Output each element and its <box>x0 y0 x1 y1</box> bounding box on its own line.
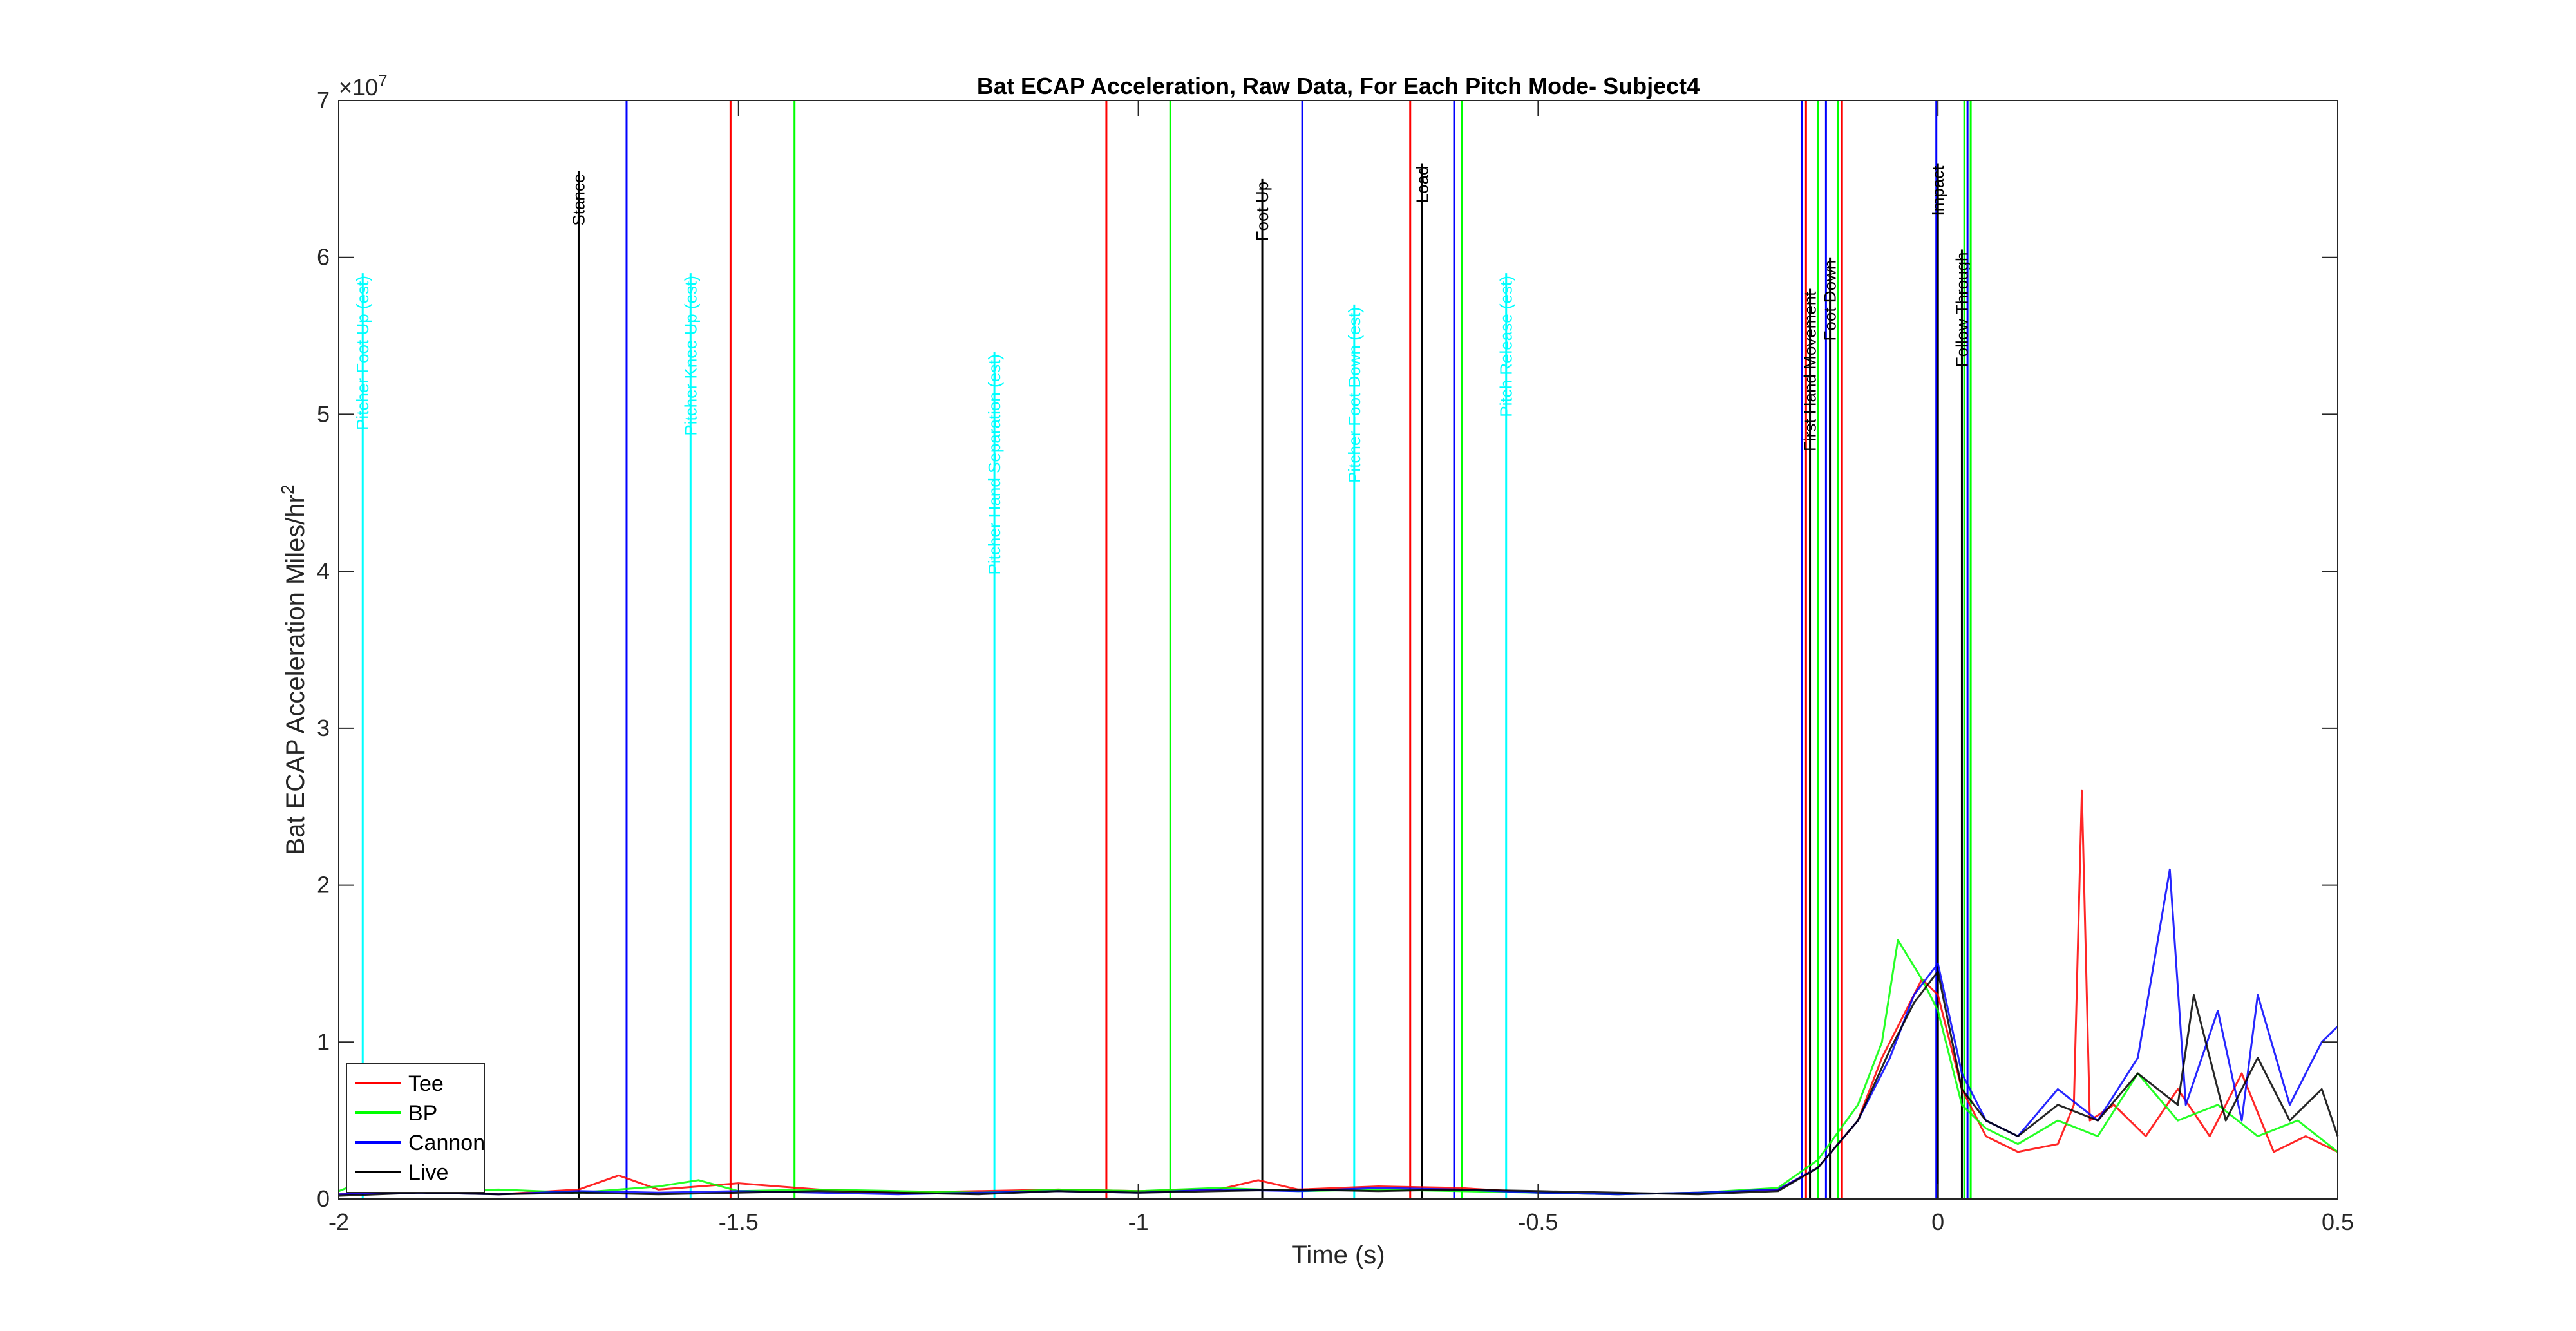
y-axis-label: Bat ECAP Acceleration Miles/hr2 <box>278 484 310 854</box>
x-tick-label-5: 0.5 <box>2322 1209 2354 1235</box>
event-label-29: Follow Through <box>1952 252 1971 368</box>
legend: Tee BP Cannon Live <box>346 1063 485 1193</box>
legend-label-live: Live <box>408 1160 448 1185</box>
event-label-1: Stance <box>569 174 588 226</box>
event-label-6: Pitcher Hand Separation (est) <box>985 354 1004 575</box>
y-axis: 0 1 2 3 4 5 6 7 <box>317 87 2338 1212</box>
event-lines-group: Pitcher Foot Up (est) Stance Pitcher Knee … <box>353 100 1972 1199</box>
event-label-9: Foot Up <box>1253 182 1272 241</box>
y-axis-exponent-base: ×10 <box>339 74 378 100</box>
plot-frame <box>338 100 2338 1200</box>
x-axis: -2 -1.5 -1 -0.5 0 0.5 <box>328 100 2354 1235</box>
x-tick-label-4: 0 <box>1931 1209 1944 1235</box>
x-tick-label-3: -0.5 <box>1518 1209 1558 1235</box>
x-axis-label: Time (s) <box>1291 1241 1385 1269</box>
chart-title: Bat ECAP Acceleration, Raw Data, For Eac… <box>977 73 1700 99</box>
series-line-bp <box>338 939 2338 1196</box>
legend-label-bp: BP <box>408 1101 437 1126</box>
event-label-19: First Hand Movement <box>1801 291 1820 451</box>
y-tick-label-5: 5 <box>317 401 330 427</box>
event-label-22: Foot Down <box>1821 260 1840 341</box>
y-tick-label-6: 6 <box>317 244 330 270</box>
series-line-cannon <box>338 868 2339 1196</box>
event-label-13: Load <box>1412 165 1432 203</box>
y-tick-label-1: 1 <box>317 1028 330 1055</box>
y-tick-label-2: 2 <box>317 872 330 898</box>
legend-label-cannon: Cannon <box>408 1131 485 1155</box>
y-tick-label-0: 0 <box>317 1185 330 1212</box>
event-label-3: Pitcher Knee Up (est) <box>681 276 700 436</box>
y-tick-label-7: 7 <box>317 87 330 113</box>
y-axis-exponent: ×107 <box>339 71 388 100</box>
y-tick-label-3: 3 <box>317 715 330 741</box>
y-axis-exponent-power: 7 <box>378 71 387 90</box>
event-label-0: Pitcher Foot Up (est) <box>353 276 372 430</box>
y-axis-label-main: Bat ECAP Acceleration Miles/hr <box>281 495 310 855</box>
event-label-26: Impact <box>1928 165 1947 216</box>
series-lines-group <box>338 789 2339 1197</box>
event-label-16: Pitch Release (est) <box>1497 276 1516 417</box>
x-tick-label-0: -2 <box>328 1209 349 1235</box>
event-label-11: Pitcher Foot Down (est) <box>1345 307 1364 483</box>
series-line-live <box>338 970 2339 1197</box>
legend-label-tee: Tee <box>408 1071 444 1096</box>
y-tick-label-4: 4 <box>317 558 330 584</box>
x-tick-label-2: -1 <box>1128 1209 1149 1235</box>
y-axis-label-superscript: 2 <box>278 484 298 495</box>
series-line-tee <box>338 789 2338 1196</box>
x-tick-label-1: -1.5 <box>719 1209 759 1235</box>
